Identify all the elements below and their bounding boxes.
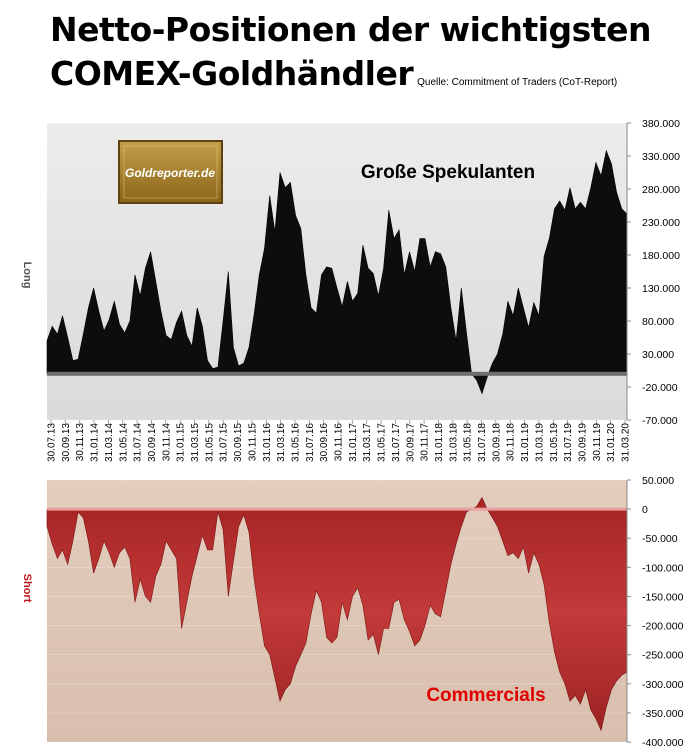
short-area-series bbox=[46, 496, 628, 732]
x-tick-label: 31.05.15 bbox=[204, 423, 215, 462]
x-tick-label: 31.03.20 bbox=[621, 423, 632, 462]
y-tick-label: -300.000 bbox=[642, 679, 684, 691]
y-tick-label: 280.000 bbox=[642, 184, 680, 196]
long-axis-label: Long bbox=[21, 262, 33, 289]
y-tick-label: -100.000 bbox=[642, 562, 684, 574]
y-tick-label: -400.000 bbox=[642, 737, 684, 749]
y-tick-label: -350.000 bbox=[642, 708, 684, 720]
x-tick-label: 31.05.16 bbox=[290, 423, 301, 462]
x-tick-label: 30.09.14 bbox=[147, 423, 158, 462]
y-tick-label: 30.000 bbox=[642, 349, 674, 361]
x-tick-label: 31.01.19 bbox=[520, 423, 531, 462]
x-tick-label: 30.09.15 bbox=[233, 423, 244, 462]
y-tick-label: -70.000 bbox=[642, 415, 678, 427]
goldreporter-logo: Goldreporter.de bbox=[118, 140, 223, 204]
title-line-1: Netto-Positionen der wichtigsten bbox=[50, 10, 651, 49]
short-zero-line bbox=[47, 507, 627, 511]
x-tick-label: 31.01.14 bbox=[90, 423, 101, 462]
x-tick-label: 30.09.17 bbox=[405, 423, 416, 462]
source-note: Quelle: Commitment of Traders (CoT-Repor… bbox=[417, 77, 618, 88]
y-tick-label: 180.000 bbox=[642, 250, 680, 262]
x-tick-label: 31.01.15 bbox=[176, 423, 187, 462]
y-tick-label: 380.000 bbox=[642, 118, 680, 130]
y-tick-label: -250.000 bbox=[642, 650, 684, 662]
y-tick-label: 80.000 bbox=[642, 316, 674, 328]
x-tick-label: 31.07.16 bbox=[305, 423, 316, 462]
y-tick-label: -200.000 bbox=[642, 621, 684, 633]
x-tick-label: 31.03.16 bbox=[276, 423, 287, 462]
x-tick-label: 31.07.19 bbox=[563, 423, 574, 462]
speculators-label: Große Spekulanten bbox=[361, 162, 535, 183]
x-tick-label: 30.11.16 bbox=[334, 423, 345, 462]
commercials-label: Commercials bbox=[426, 685, 545, 706]
short-axis-label: Short bbox=[21, 574, 33, 603]
y-tick-label: 0 bbox=[642, 504, 648, 516]
y-tick-label: -50.000 bbox=[642, 533, 678, 545]
x-tick-label: 30.11.14 bbox=[161, 423, 172, 462]
long-y-ticks: 380.000 330.000 280.000 230.000 180.000 130.0… bbox=[627, 118, 680, 427]
long-area-series bbox=[46, 149, 628, 395]
x-tick-label: 30.11.18 bbox=[506, 423, 517, 462]
short-y-ticks: 50.000 0 -50.000 -100.000 -150.000 -200.000 -2… bbox=[627, 475, 684, 749]
x-tick-label: 31.07.15 bbox=[219, 423, 230, 462]
x-tick-label: 31.01.17 bbox=[348, 423, 359, 462]
y-tick-label: -20.000 bbox=[642, 382, 678, 394]
y-tick-label: 50.000 bbox=[642, 475, 674, 487]
logo-text: Goldreporter.de bbox=[125, 166, 215, 180]
x-tick-label: 31.07.18 bbox=[477, 423, 488, 462]
x-tick-label: 30.09.16 bbox=[319, 423, 330, 462]
x-tick-label: 30.11.17 bbox=[420, 423, 431, 462]
x-tick-label: 31.03.18 bbox=[448, 423, 459, 462]
x-tick-label: 30.09.19 bbox=[577, 423, 588, 462]
x-tick-label: 31.07.17 bbox=[391, 423, 402, 462]
x-tick-label: 31.05.19 bbox=[549, 423, 560, 462]
x-tick-label: 31.03.19 bbox=[534, 423, 545, 462]
x-tick-label: 30.07.13 bbox=[47, 423, 58, 462]
chart-title: Netto-Positionen der wichtigsten COMEX-G… bbox=[50, 8, 651, 105]
x-tick-label: 31.01.18 bbox=[434, 423, 445, 462]
x-tick-label: 30.09.18 bbox=[491, 423, 502, 462]
x-tick-label: 30.09.13 bbox=[61, 423, 72, 462]
x-axis-ticks: 30.07.13 30.09.13 30.11.13 31.01.14 31.03.14… bbox=[47, 420, 632, 462]
x-tick-label: 31.03.15 bbox=[190, 423, 201, 462]
x-tick-label: 31.05.18 bbox=[463, 423, 474, 462]
x-tick-label: 30.11.19 bbox=[592, 423, 603, 462]
x-tick-label: 31.01.20 bbox=[606, 423, 617, 462]
title-line-2: COMEX-Goldhändler bbox=[50, 54, 414, 93]
y-tick-label: 130.000 bbox=[642, 283, 680, 295]
x-tick-label: 30.11.13 bbox=[75, 423, 86, 462]
x-tick-label: 31.03.17 bbox=[362, 423, 373, 462]
long-zero-line bbox=[47, 371, 627, 376]
x-tick-label: 31.05.17 bbox=[377, 423, 388, 462]
y-tick-label: 330.000 bbox=[642, 151, 680, 163]
x-tick-label: 31.03.14 bbox=[104, 423, 115, 462]
x-tick-label: 31.07.14 bbox=[133, 423, 144, 462]
x-tick-label: 30.11.15 bbox=[247, 423, 258, 462]
x-tick-label: 31.05.14 bbox=[118, 423, 129, 462]
y-tick-label: -150.000 bbox=[642, 591, 684, 603]
x-tick-label: 31.01.16 bbox=[262, 423, 273, 462]
y-tick-label: 230.000 bbox=[642, 217, 680, 229]
